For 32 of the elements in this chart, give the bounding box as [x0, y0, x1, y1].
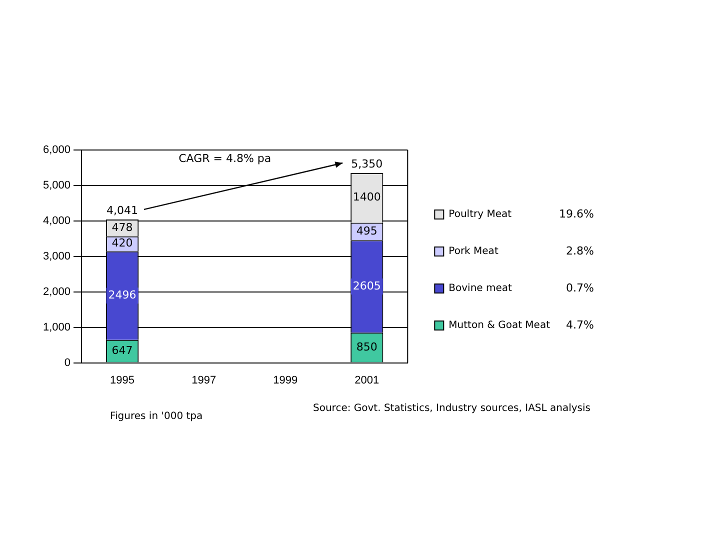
y-tick-label: 4,000: [42, 214, 71, 227]
x-tick-label: 1995: [110, 374, 135, 386]
annotation: CAGR = 4.8% pa: [178, 152, 272, 165]
text: 19.6%: [559, 207, 594, 220]
data-label: 420: [112, 236, 133, 250]
legend-label: Bovine meat: [448, 283, 512, 294]
x-tick-label: 2001: [354, 374, 380, 386]
legend-label: Pork Meat: [448, 246, 498, 258]
text: 0.7%: [566, 281, 594, 294]
data-label: 850: [356, 340, 378, 354]
data-label: 647: [112, 344, 133, 357]
y-tick-label: 6,000: [42, 144, 71, 156]
total-label: 4,041: [106, 204, 138, 217]
data-label: 2496: [108, 288, 136, 302]
text: 4.7%: [566, 318, 594, 332]
data-label: 495: [356, 224, 378, 238]
data-label: 478: [112, 220, 133, 234]
data-label: 1400: [352, 190, 381, 204]
y-tick-label: 5,000: [42, 180, 71, 192]
x-tick-label: 1997: [192, 374, 216, 386]
x-tick-label: 1999: [273, 374, 298, 386]
text: Figures in '000 tpa: [110, 410, 203, 422]
y-tick-label: 3,000: [42, 250, 71, 262]
y-tick-label: 0: [64, 356, 71, 369]
legend-label: Poultry Meat: [448, 209, 512, 220]
legend-label: Mutton & Goat Meat: [448, 320, 550, 332]
data-label: 2605: [352, 279, 381, 292]
y-tick-label: 2,000: [42, 286, 71, 298]
source-note: Source: Govt. Statistics, Industry sources, IASL analysis: [313, 402, 590, 414]
text: 2.8%: [566, 244, 594, 258]
total-label: 5,350: [351, 157, 383, 170]
y-tick-label: 1,000: [42, 321, 71, 334]
